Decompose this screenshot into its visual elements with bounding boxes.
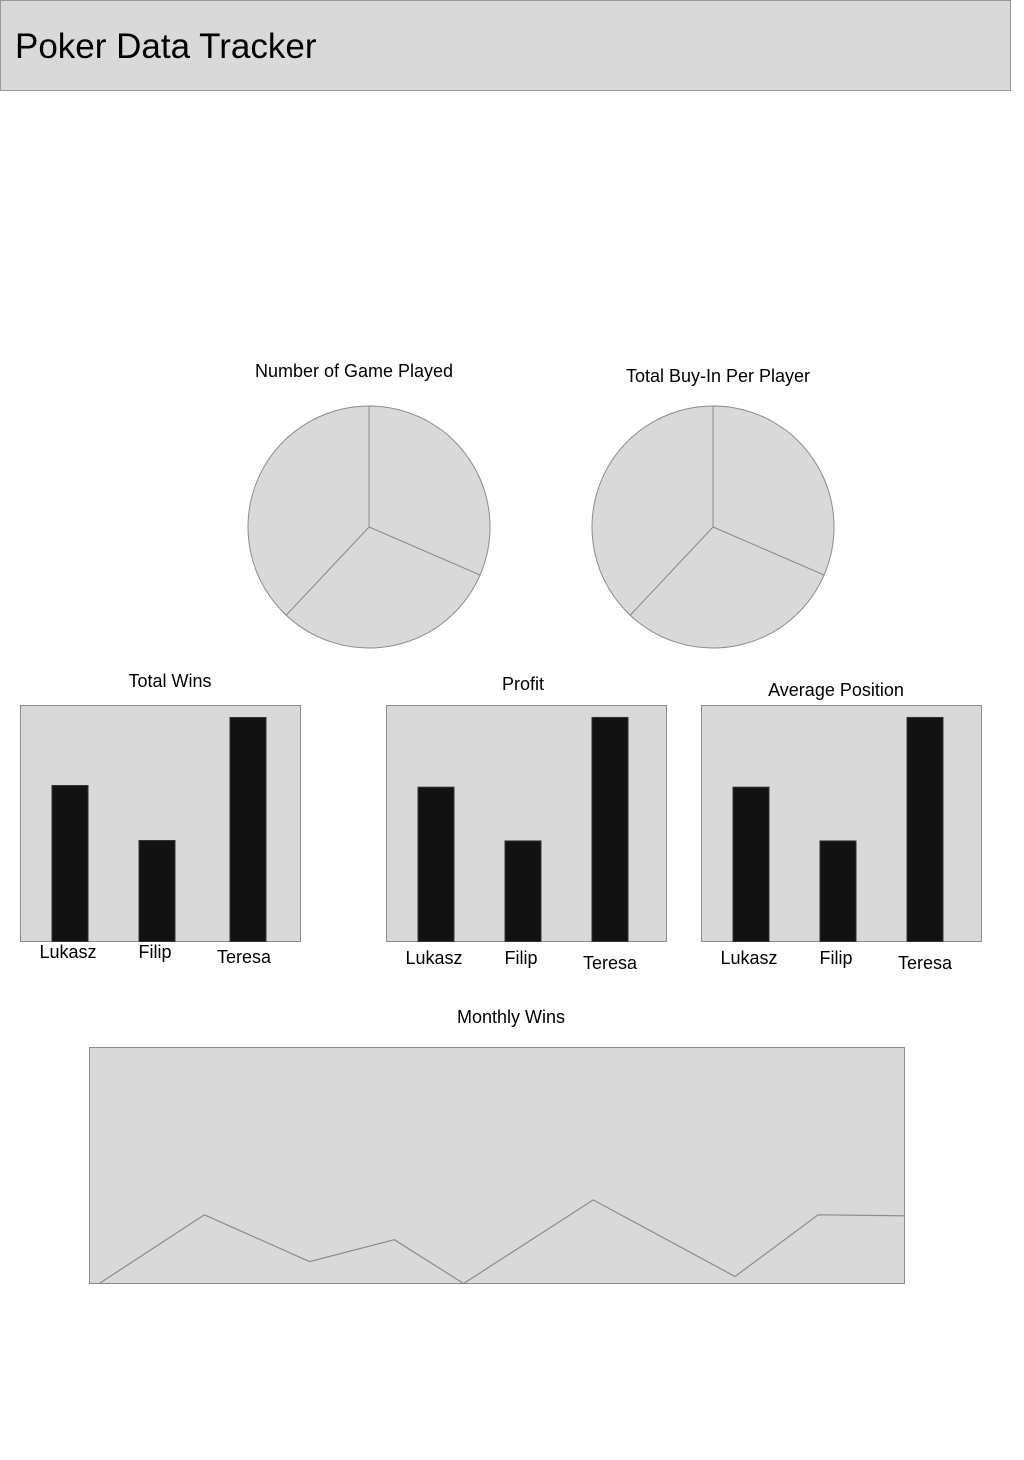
monthly-wins-line-chart bbox=[89, 1047, 905, 1285]
buy-in-pie-chart bbox=[591, 405, 835, 649]
average-position-label-lukasz: Lukasz bbox=[720, 948, 778, 968]
games-played-slice-2 bbox=[285, 526, 481, 649]
profit-bar-filip bbox=[504, 840, 542, 942]
total-wins-bar-filip bbox=[138, 840, 176, 942]
average-position-label-teresa: Teresa bbox=[897, 953, 953, 973]
monthly-wins-line bbox=[98, 1199, 905, 1285]
games-played-slice-3 bbox=[247, 405, 370, 616]
total-wins-label-teresa: Teresa bbox=[216, 947, 272, 967]
games-played-pie-chart bbox=[247, 405, 491, 649]
average-position-bar-filip bbox=[819, 840, 857, 942]
buy-in-slice-2 bbox=[629, 526, 825, 649]
buy-in-slice-3 bbox=[591, 405, 714, 616]
total-wins-bar-chart bbox=[20, 705, 301, 942]
average-position-bar-teresa bbox=[906, 716, 944, 942]
profit-bar-teresa bbox=[591, 716, 629, 942]
profit-bar-lukasz bbox=[417, 786, 455, 942]
profit-label-filip: Filip bbox=[504, 948, 538, 968]
total-wins-label-filip: Filip bbox=[138, 942, 172, 962]
profit-label-teresa: Teresa bbox=[582, 953, 638, 973]
profit-chart-title: Profit bbox=[501, 674, 545, 694]
total-wins-bar-teresa bbox=[229, 717, 267, 942]
total-wins-label-lukasz: Lukasz bbox=[39, 942, 97, 962]
buy-in-chart-title: Total Buy-In Per Player bbox=[625, 366, 811, 386]
average-position-bar-lukasz bbox=[732, 786, 770, 942]
total-wins-chart-title: Total Wins bbox=[128, 671, 212, 691]
monthly-wins-plot-area bbox=[89, 1047, 905, 1284]
average-position-bar-chart bbox=[701, 705, 982, 942]
buy-in-slice-1 bbox=[712, 405, 835, 576]
profit-bar-chart bbox=[386, 705, 667, 942]
app-header: Poker Data Tracker bbox=[0, 0, 1011, 91]
average-position-chart-title: Average Position bbox=[768, 680, 904, 700]
profit-label-lukasz: Lukasz bbox=[405, 948, 463, 968]
games-played-chart-title: Number of Game Played bbox=[254, 361, 454, 381]
page-title: Poker Data Tracker bbox=[15, 27, 317, 66]
games-played-slice-1 bbox=[368, 405, 491, 576]
monthly-wins-chart-title: Monthly Wins bbox=[456, 1007, 566, 1027]
average-position-label-filip: Filip bbox=[819, 948, 853, 968]
total-wins-bar-lukasz bbox=[51, 785, 89, 942]
